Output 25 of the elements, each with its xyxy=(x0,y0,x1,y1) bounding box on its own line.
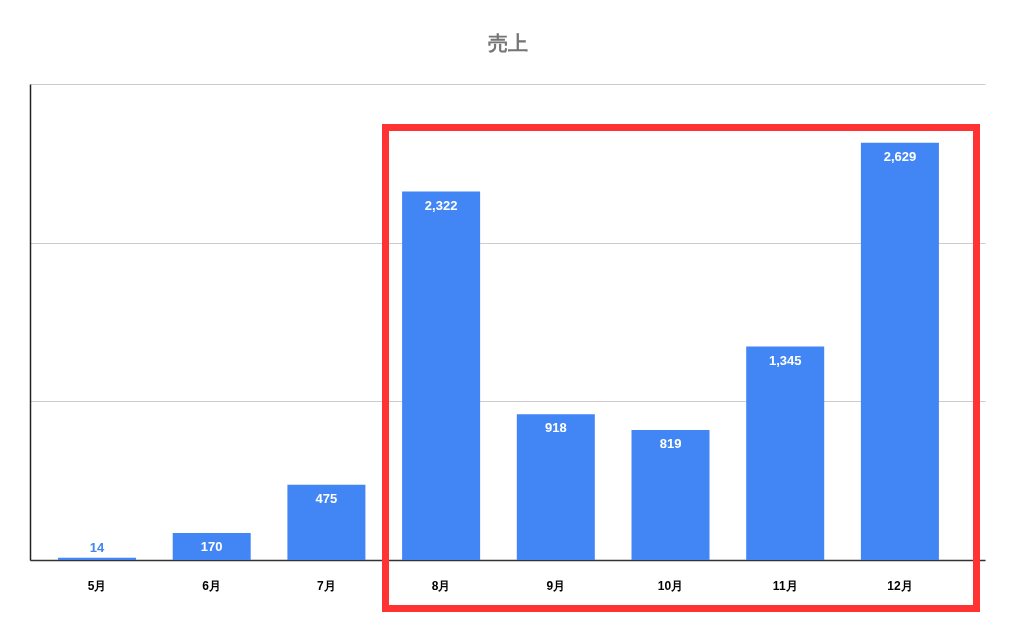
bar xyxy=(58,557,137,560)
data-label: 918 xyxy=(544,420,567,436)
bar xyxy=(516,414,595,560)
x-tick-label: 10月 xyxy=(657,578,684,593)
x-tick-label: 5月 xyxy=(87,578,107,593)
bar xyxy=(860,142,939,560)
data-label: 2,322 xyxy=(424,197,458,213)
x-tick-label: 9月 xyxy=(546,578,566,593)
bar xyxy=(402,191,481,560)
data-label: 1,345 xyxy=(768,352,802,368)
x-tick-label: 8月 xyxy=(431,578,451,593)
data-label: 170 xyxy=(200,539,223,555)
x-tick-label: 11月 xyxy=(772,578,798,593)
data-label: 2,629 xyxy=(883,148,917,164)
data-label: 475 xyxy=(315,490,338,506)
chart-title: 売上 xyxy=(487,32,528,54)
bar xyxy=(631,430,710,560)
bar xyxy=(746,346,825,560)
data-label: 819 xyxy=(659,436,682,452)
x-tick-label: 12月 xyxy=(887,578,913,593)
bar xyxy=(172,533,251,560)
x-tick-label: 7月 xyxy=(317,578,336,593)
data-label: 14 xyxy=(89,539,105,555)
bar xyxy=(287,484,366,560)
x-tick-label: 6月 xyxy=(202,578,222,593)
